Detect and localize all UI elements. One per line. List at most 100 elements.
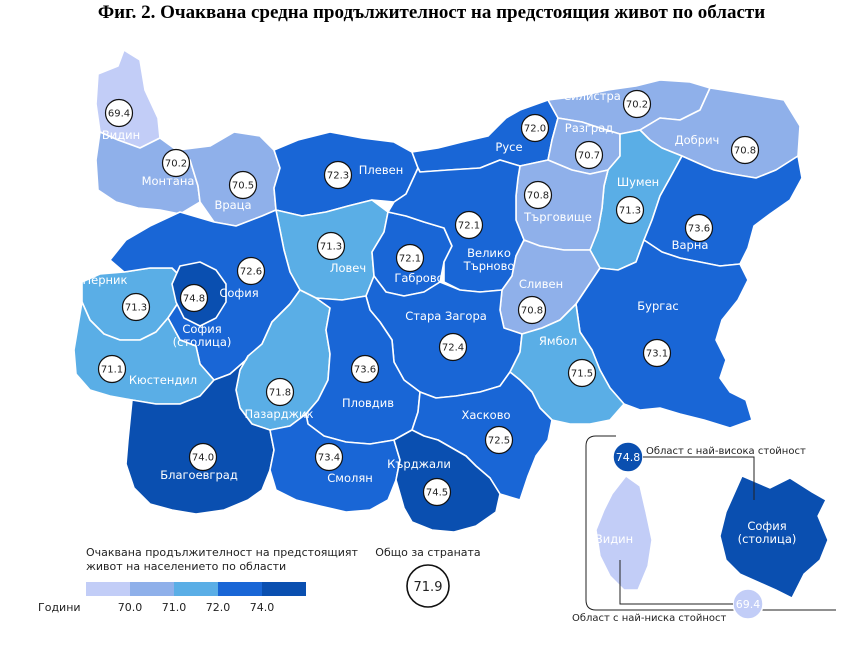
value-label-plovdiv: 73.6: [354, 365, 376, 376]
value-label-sofiya-stolitsa: 74.8: [183, 294, 205, 305]
value-label-varna: 73.6: [688, 224, 710, 235]
inset: Видин София(столица) 74.8 Област с най-висо…: [572, 435, 836, 624]
legend-swatch-71-72: [174, 582, 218, 596]
legend-swatch-74-plus: [262, 582, 306, 596]
value-label-kardzhali: 74.5: [426, 488, 448, 499]
value-label-lovech: 71.3: [320, 242, 342, 253]
region-label-plovdiv: Пловдив: [342, 396, 394, 410]
value-marker-targovishte: [523, 180, 553, 210]
region-label-pazardzhik: Пазарджик: [245, 407, 314, 421]
country-total-marker: [406, 564, 450, 608]
value-marker-lovech: [316, 231, 346, 261]
inset-region-vidin: [595, 475, 653, 591]
inset-highest-leader: [643, 456, 755, 500]
value-label-pleven: 72.3: [327, 171, 349, 182]
inset-highest-region-label-line2: (столица): [738, 532, 797, 546]
value-label-veliko-tarnovo: 72.1: [458, 221, 480, 232]
legend-title-line2: живот на населението по области: [86, 560, 286, 573]
value-label-pernik: 71.3: [125, 303, 147, 314]
value-label-razgrad: 70.7: [578, 151, 600, 162]
value-marker-sliven: [517, 295, 547, 325]
inset-frame: [585, 435, 836, 611]
region-label-sliven: Сливен: [519, 277, 563, 291]
value-marker-blagoevgrad: [188, 442, 218, 472]
legend: Очаквана продължителност на предстоящият…: [38, 546, 481, 614]
value-label-dobrich: 70.8: [734, 146, 756, 157]
region-label-sofiya-stolitsa: София (столица): [173, 322, 232, 349]
inset-highest-value: 74.8: [616, 451, 641, 464]
country-total-label: Общо за страната: [375, 546, 480, 559]
legend-swatch-72-74: [218, 582, 262, 596]
value-marker-montana: [161, 148, 191, 178]
inset-lowest-region-label: Видин: [595, 532, 633, 546]
inset-lowest-value: 69.4: [736, 598, 761, 611]
region-label-shumen: Шумен: [617, 175, 659, 189]
value-label-yambol: 71.5: [571, 369, 593, 380]
inset-highest-region-label-line1: София: [747, 519, 786, 533]
legend-tick: 70.0: [118, 601, 143, 614]
region-label-ruse: Русе: [495, 140, 522, 154]
value-marker-plovdiv: [350, 354, 380, 384]
value-marker-vidin: [104, 98, 134, 128]
value-label-silistra: 70.2: [626, 100, 648, 111]
figure-title: Фиг. 2. Очаквана средна продължителност …: [97, 2, 766, 23]
region-label-smolyan: Смолян: [327, 471, 373, 485]
value-label-targovishte: 70.8: [527, 191, 549, 202]
value-marker-smolyan: [314, 442, 344, 472]
inset-highest-label: Област с най-висока стойност: [646, 446, 806, 457]
region-label-stara-zagora: Стара Загора: [405, 309, 487, 323]
region-label-burgas: Бургас: [637, 299, 678, 313]
value-marker-sofiya: [236, 256, 266, 286]
value-marker-pazardzhik: [265, 377, 295, 407]
value-marker-pernik: [121, 292, 151, 322]
region-varna: [643, 155, 803, 267]
value-label-haskovo: 72.5: [488, 436, 510, 447]
region-label-pleven: Плевен: [359, 163, 403, 177]
region-label-blagoevgrad: Благоевград: [160, 468, 238, 482]
region-label-haskovo: Хасково: [461, 408, 510, 422]
inset-region-sofia-capital: [719, 475, 829, 599]
value-label-gabrovo: 72.1: [399, 254, 421, 265]
value-marker-gabrovo: [395, 243, 425, 273]
region-label-yambol: Ямбол: [539, 334, 577, 348]
country-total-value: 71.9: [414, 580, 443, 595]
value-label-blagoevgrad: 74.0: [192, 453, 214, 464]
value-marker-veliko-tarnovo: [454, 210, 484, 240]
legend-swatch-below-70: [86, 582, 130, 596]
value-label-shumen: 71.3: [619, 206, 641, 217]
region-label-kardzhali: Кърджали: [387, 457, 451, 471]
value-label-montana: 70.2: [165, 159, 187, 170]
region-label-montana: Монтана: [142, 174, 195, 188]
value-marker-haskovo: [484, 425, 514, 455]
legend-tick: 74.0: [250, 601, 275, 614]
region-label-lovech: Ловеч: [330, 261, 366, 275]
value-marker-razgrad: [574, 140, 604, 170]
value-marker-stara-zagora: [438, 332, 468, 362]
value-marker-dobrich: [730, 135, 760, 165]
value-label-vratsa: 70.5: [232, 181, 254, 192]
value-marker-burgas: [642, 338, 672, 368]
value-label-sofiya: 72.6: [240, 267, 262, 278]
value-marker-varna: [684, 213, 714, 243]
legend-tick: 71.0: [162, 601, 187, 614]
region-label-silistra: Силистра: [563, 89, 621, 103]
region-label-pernik: Перник: [83, 273, 128, 287]
value-marker-vratsa: [228, 170, 258, 200]
value-label-kyustendil: 71.1: [101, 365, 123, 376]
value-marker-shumen: [615, 195, 645, 225]
value-marker-ruse: [520, 113, 550, 143]
legend-swatch-70-71: [130, 582, 174, 596]
region-label-sofiya: София: [219, 286, 258, 300]
region-label-vratsa: Враца: [214, 198, 251, 212]
legend-tick: 72.0: [206, 601, 231, 614]
value-marker-sofiya-stolitsa: [179, 283, 209, 313]
value-marker-kyustendil: [97, 354, 127, 384]
value-label-smolyan: 73.4: [318, 453, 340, 464]
value-marker-pleven: [323, 160, 353, 190]
labels-layer: Видин 69.4 Монтана 70.2 Враца 70.5 Плевен 72.3 Р…: [83, 89, 760, 507]
value-marker-silistra: [622, 89, 652, 119]
region-kardzhali: [393, 429, 501, 533]
value-label-pazardzhik: 71.8: [269, 388, 291, 399]
